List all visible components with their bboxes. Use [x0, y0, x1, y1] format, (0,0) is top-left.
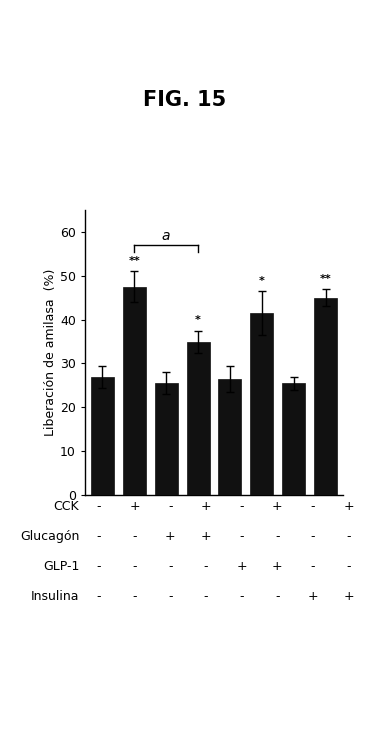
Text: -: - [346, 530, 351, 543]
Text: +: + [165, 530, 176, 543]
Text: -: - [97, 500, 101, 513]
Bar [155, 383, 177, 495]
Text: -: - [311, 560, 315, 573]
Text: a: a [162, 229, 170, 243]
Text: -: - [97, 560, 101, 573]
Y-axis label: Liberación de amilasa  (%): Liberación de amilasa (%) [44, 268, 57, 436]
Text: -: - [346, 560, 351, 573]
Bar [282, 383, 305, 495]
Text: -: - [204, 590, 208, 603]
Bar [123, 286, 146, 495]
Text: GLP-1: GLP-1 [43, 560, 79, 573]
Text: -: - [239, 530, 244, 543]
Text: Glucagón: Glucagón [20, 530, 79, 543]
Text: FIG. 15: FIG. 15 [143, 90, 226, 110]
Text: +: + [344, 590, 354, 603]
Bar [91, 376, 114, 495]
Text: +: + [236, 560, 247, 573]
Text: -: - [311, 530, 315, 543]
Bar [218, 379, 241, 495]
Bar [187, 341, 210, 495]
Text: -: - [168, 500, 173, 513]
Text: -: - [275, 530, 280, 543]
Text: +: + [201, 500, 211, 513]
Text: -: - [97, 530, 101, 543]
Text: -: - [311, 500, 315, 513]
Text: +: + [272, 500, 283, 513]
Text: -: - [132, 560, 137, 573]
Text: -: - [97, 590, 101, 603]
Text: -: - [239, 500, 244, 513]
Text: *: * [195, 315, 201, 326]
Text: +: + [129, 500, 140, 513]
Bar [314, 298, 337, 495]
Text: +: + [201, 530, 211, 543]
Text: **: ** [320, 274, 331, 284]
Bar [251, 313, 273, 495]
Text: +: + [344, 500, 354, 513]
Text: -: - [275, 590, 280, 603]
Text: -: - [239, 590, 244, 603]
Text: **: ** [128, 256, 140, 266]
Text: +: + [308, 590, 318, 603]
Text: CCK: CCK [54, 500, 79, 513]
Text: Insulina: Insulina [31, 590, 79, 603]
Text: -: - [132, 530, 137, 543]
Text: +: + [272, 560, 283, 573]
Text: -: - [168, 560, 173, 573]
Text: -: - [168, 590, 173, 603]
Text: *: * [259, 276, 265, 286]
Text: -: - [204, 560, 208, 573]
Text: -: - [132, 590, 137, 603]
